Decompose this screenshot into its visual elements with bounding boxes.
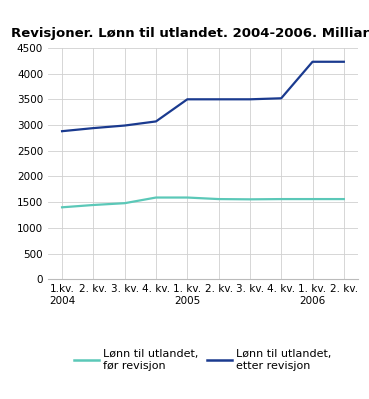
Legend: Lønn til utlandet,
før revisjon, Lønn til utlandet,
etter revisjon: Lønn til utlandet, før revisjon, Lønn ti… [74, 350, 332, 371]
Text: Revisjoner. Lønn til utlandet. 2004-2006. Milliarder kroner: Revisjoner. Lønn til utlandet. 2004-2006… [11, 27, 369, 40]
